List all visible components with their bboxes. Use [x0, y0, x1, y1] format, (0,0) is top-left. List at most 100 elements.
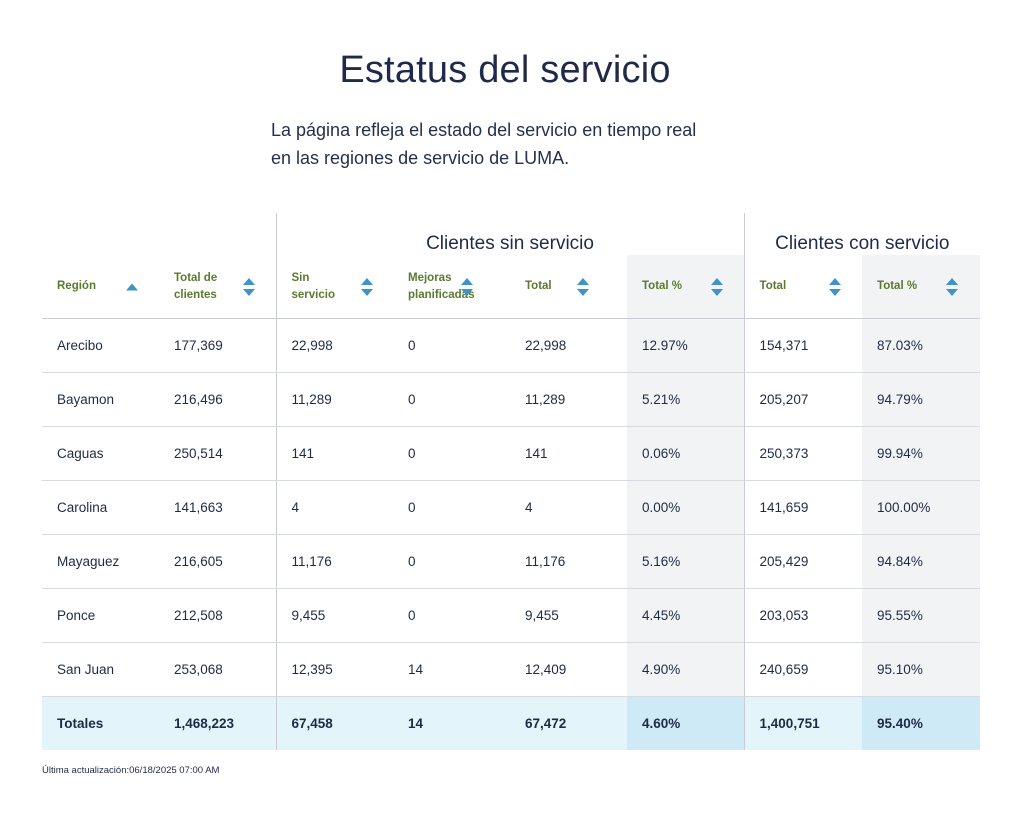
- col-header-sin-servicio-line1: Sin: [291, 271, 310, 284]
- total-in-value: 141,659: [759, 500, 809, 515]
- sin-servicio-value: 9,455: [291, 608, 326, 623]
- col-header-region-label: Región: [57, 280, 96, 292]
- last-updated-note: Última actualización:06/18/2025 07:00 AM: [42, 765, 220, 776]
- cell-region: Bayamon: [42, 372, 159, 427]
- col-header-total-sin[interactable]: Total: [510, 255, 627, 319]
- cell-out-pct: 4.90%: [627, 642, 745, 697]
- cell-total-clients: 141,663: [159, 480, 276, 535]
- sort-icon[interactable]: [461, 277, 473, 296]
- cell-total-clients: 216,605: [159, 534, 276, 589]
- cell-total-clients: 1,468,223: [159, 696, 276, 750]
- total-clients-value: 250,514: [174, 446, 223, 461]
- cell-in-pct: 95.10%: [862, 642, 981, 697]
- cell-planned: 14: [393, 642, 510, 697]
- planned-value: 0: [408, 446, 416, 461]
- cell-total-out: 12,409: [510, 642, 627, 697]
- col-header-total-clients-line2: clientes: [174, 288, 217, 301]
- in-pct-value: 95.55%: [877, 608, 923, 623]
- cell-out-pct: 5.16%: [627, 534, 745, 589]
- col-header-total-pct-con[interactable]: Total %: [862, 255, 981, 319]
- table-row: Ponce 212,508 9,455 0 9,455 4.45% 203,05…: [42, 588, 981, 643]
- out-pct-value: 4.45%: [642, 608, 681, 623]
- cell-out-pct: 4.60%: [627, 696, 745, 750]
- sort-icon[interactable]: [946, 277, 959, 296]
- cell-out-pct: 0.06%: [627, 426, 745, 481]
- col-header-total-sin-label: Total: [525, 280, 552, 292]
- planned-value: 14: [408, 662, 424, 677]
- sin-servicio-value: 4: [291, 500, 300, 515]
- total-clients-value: 212,508: [174, 608, 223, 623]
- cell-sin-servicio: 9,455: [275, 588, 393, 643]
- col-header-total-clients[interactable]: Total de clientes: [159, 255, 276, 319]
- col-header-sin-servicio-line2: servicio: [291, 288, 335, 301]
- cell-total-in: 203,053: [743, 588, 863, 643]
- cell-total-out: 11,176: [510, 534, 627, 589]
- in-pct-value: 95.40%: [877, 716, 923, 731]
- cell-region: Totales: [42, 696, 159, 750]
- group-header-con-servicio: Clientes con servicio: [743, 213, 981, 255]
- cell-in-pct: 99.94%: [862, 426, 981, 481]
- cell-out-pct: 4.45%: [627, 588, 745, 643]
- table-row: Caguas 250,514 141 0 141 0.06% 250,373 9…: [42, 426, 981, 481]
- total-in-value: 1,400,751: [759, 716, 820, 731]
- total-out-value: 9,455: [525, 608, 559, 623]
- sin-servicio-value: 12,395: [291, 662, 333, 677]
- col-header-sin-servicio[interactable]: Sin servicio: [275, 255, 393, 319]
- col-header-mejoras-planificadas[interactable]: Mejoras planificadas: [393, 255, 510, 319]
- cell-planned: 0: [393, 480, 510, 535]
- total-out-value: 67,472: [525, 716, 567, 731]
- cell-total-in: 205,429: [743, 534, 863, 589]
- col-header-region[interactable]: Región: [42, 255, 159, 319]
- cell-total-out: 4: [510, 480, 627, 535]
- total-out-value: 141: [525, 446, 548, 461]
- region-name: Carolina: [57, 500, 108, 515]
- region-name: Caguas: [57, 446, 104, 461]
- cell-total-out: 11,289: [510, 372, 627, 427]
- col-header-total-con-label: Total: [759, 280, 787, 292]
- cell-total-clients: 253,068: [159, 642, 276, 697]
- planned-value: 0: [408, 500, 416, 515]
- sort-icon[interactable]: [828, 277, 841, 296]
- sort-icon[interactable]: [360, 277, 373, 296]
- in-pct-value: 94.84%: [877, 554, 923, 569]
- cell-total-out: 9,455: [510, 588, 627, 643]
- cell-in-pct: 87.03%: [862, 318, 981, 373]
- cell-planned: 0: [393, 372, 510, 427]
- cell-sin-servicio: 4: [275, 480, 393, 535]
- sort-icon[interactable]: [577, 277, 589, 296]
- cell-planned: 0: [393, 426, 510, 481]
- out-pct-value: 4.90%: [642, 662, 681, 677]
- cell-region: San Juan: [42, 642, 159, 697]
- cell-total-in: 250,373: [743, 426, 863, 481]
- in-pct-value: 94.79%: [877, 392, 923, 407]
- col-header-total-pct-con-label: Total %: [877, 280, 918, 292]
- page-title: Estatus del servicio: [339, 49, 671, 92]
- sin-servicio-value: 141: [291, 446, 315, 461]
- table-row: Carolina 141,663 4 0 4 0.00% 141,659 100…: [42, 480, 981, 535]
- sin-servicio-value: 11,289: [291, 392, 332, 407]
- sin-servicio-value: 67,458: [291, 716, 333, 731]
- out-pct-value: 0.06%: [642, 446, 681, 461]
- cell-total-out: 67,472: [510, 696, 627, 750]
- cell-sin-servicio: 22,998: [275, 318, 393, 373]
- col-header-total-con[interactable]: Total: [743, 255, 863, 319]
- cell-in-pct: 94.84%: [862, 534, 981, 589]
- total-out-value: 11,289: [525, 392, 566, 407]
- col-header-total-pct-sin-label: Total %: [642, 280, 683, 292]
- sort-asc-icon[interactable]: [126, 283, 138, 290]
- in-pct-value: 87.03%: [877, 338, 923, 353]
- total-clients-value: 177,369: [174, 338, 223, 353]
- intro-line-2: en las regiones de servicio de LUMA.: [271, 148, 570, 168]
- sort-icon[interactable]: [711, 277, 723, 296]
- total-out-value: 22,998: [525, 338, 567, 353]
- cell-total-clients: 250,514: [159, 426, 276, 481]
- cell-total-in: 1,400,751: [743, 696, 863, 750]
- cell-total-out: 141: [510, 426, 627, 481]
- cell-sin-servicio: 11,176: [275, 534, 393, 589]
- region-name: San Juan: [57, 662, 115, 677]
- sort-icon[interactable]: [243, 277, 255, 296]
- col-header-total-pct-sin[interactable]: Total %: [627, 255, 745, 319]
- col-header-mejoras-line2: planificadas: [408, 288, 475, 301]
- planned-value: 14: [408, 716, 424, 731]
